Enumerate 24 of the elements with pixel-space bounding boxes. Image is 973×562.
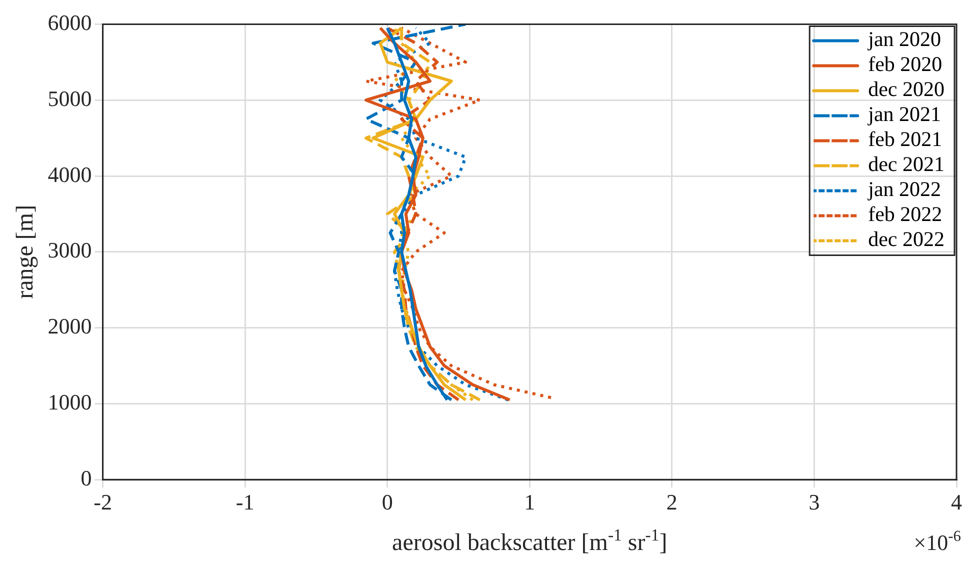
legend-label: dec 2022 [868,227,945,252]
x-tick-label: 4 [951,490,962,515]
legend-label: jan 2020 [867,27,942,52]
y-tick-label: 2000 [48,314,92,339]
legend-label: jan 2022 [867,177,942,202]
x-tick-label: 0 [382,490,393,515]
y-tick-label: 4000 [48,162,92,187]
y-tick-label: 3000 [48,238,92,263]
x-tick-label: -1 [236,490,254,515]
y-axis-title: range [m] [12,204,39,299]
x-tick-label: 2 [666,490,678,515]
x-tick-label: 1 [524,490,536,515]
legend-label: feb 2022 [868,202,942,226]
y-tick-label: 6000 [48,10,92,35]
y-tick-label: 5000 [48,86,92,111]
legend-label: feb 2021 [868,127,942,152]
legend-label: dec 2020 [868,77,945,102]
legend-label: feb 2020 [868,52,942,76]
y-tick-label: 1000 [48,389,92,414]
legend-label: dec 2021 [868,152,945,176]
legend-label: jan 2021 [867,102,942,126]
y-tick-label: 0 [80,465,92,490]
x-tick-label: -2 [94,490,112,515]
x-tick-label: 3 [808,490,820,515]
